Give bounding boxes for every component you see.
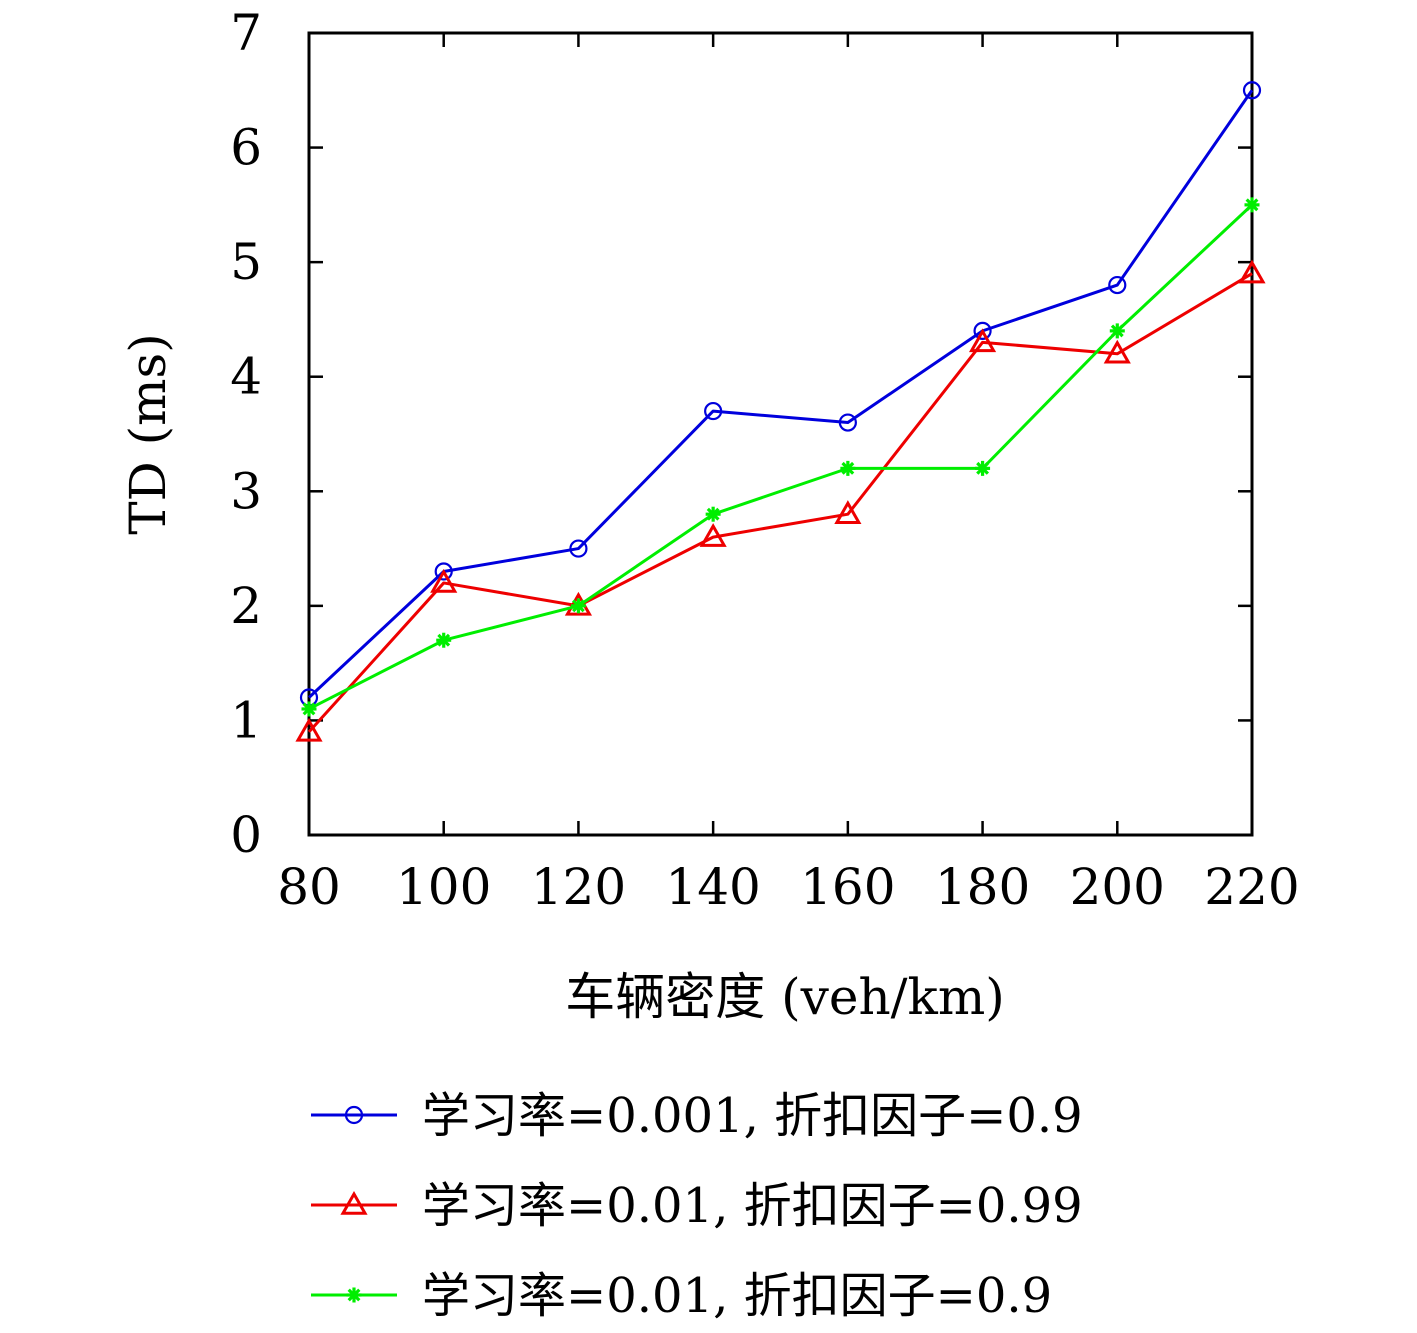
star-marker: [436, 632, 452, 648]
circle-marker: [973, 321, 992, 340]
y-tick-label: 0: [230, 806, 262, 864]
y-tick-label: 1: [230, 691, 262, 749]
star-marker: [705, 506, 721, 522]
triangle-marker: [1103, 339, 1131, 364]
triangle-marker: [295, 717, 323, 742]
legend-entry-3: 学习率=0.01, 折扣因子=0.9: [311, 1268, 1052, 1324]
legend-label: 学习率=0.001, 折扣因子=0.9: [422, 1088, 1083, 1144]
circle-marker: [1242, 81, 1262, 100]
triangle-marker: [834, 500, 862, 524]
legend-label: 学习率=0.01, 折扣因子=0.9: [422, 1268, 1052, 1324]
plot-area-frame: [307, 31, 1254, 837]
star-marker: [301, 701, 317, 717]
circle-marker: [1108, 275, 1127, 295]
triangle-marker: [1238, 259, 1266, 284]
star-marker: [1244, 197, 1260, 213]
star-marker: [1109, 323, 1125, 339]
y-axis-ticks: 0 1 2 3 4 5 6 7: [230, 4, 1252, 864]
x-tick-label: 220: [1204, 858, 1299, 916]
legend-entry-2: 学习率=0.01, 折扣因子=0.99: [311, 1178, 1083, 1234]
x-tick-label: 200: [1070, 858, 1165, 916]
y-axis-title: TD (ms): [119, 333, 177, 534]
y-tick-label: 5: [230, 233, 262, 291]
y-tick-label: 4: [230, 348, 262, 406]
x-tick-label: 140: [665, 858, 760, 916]
x-axis-ticks: 80 100 120 140 160 180 200 220: [277, 33, 1300, 916]
star-marker: [570, 598, 586, 614]
star-marker: [975, 460, 991, 476]
triangle-marker: [340, 1190, 368, 1215]
legend-label: 学习率=0.01, 折扣因子=0.99: [422, 1178, 1083, 1234]
series-layer: [295, 81, 1266, 742]
y-tick-label: 2: [230, 577, 262, 635]
circle-marker: [569, 539, 588, 558]
circle-marker: [434, 562, 453, 581]
y-tick-label: 7: [230, 4, 262, 62]
series-line: [307, 272, 1253, 733]
star-marker: [346, 1287, 362, 1303]
x-tick-label: 120: [531, 858, 626, 916]
triangle-marker: [430, 568, 458, 593]
y-tick-label: 3: [230, 462, 262, 520]
series-line: [308, 203, 1254, 711]
x-axis-title: 车辆密度 (veh/km): [565, 968, 1005, 1026]
x-tick-label: 180: [935, 858, 1030, 916]
x-tick-label: 80: [277, 858, 341, 916]
triangle-marker: [699, 523, 727, 547]
x-tick-label: 160: [800, 858, 895, 916]
y-tick-label: 6: [230, 119, 262, 177]
series-3: [301, 197, 1260, 717]
circle-marker: [344, 1105, 364, 1125]
circle-marker: [704, 401, 723, 421]
x-tick-label: 100: [396, 858, 491, 916]
star-marker: [840, 460, 856, 476]
legend-entry-1: 学习率=0.001, 折扣因子=0.9: [311, 1088, 1083, 1144]
legend: 学习率=0.001, 折扣因子=0.9 学习率=0.01, 折扣因子=0.99 学习…: [311, 1088, 1083, 1324]
circle-marker: [838, 413, 857, 432]
series-1: [299, 81, 1262, 707]
series-line: [307, 89, 1254, 699]
triangle-marker: [968, 328, 997, 353]
